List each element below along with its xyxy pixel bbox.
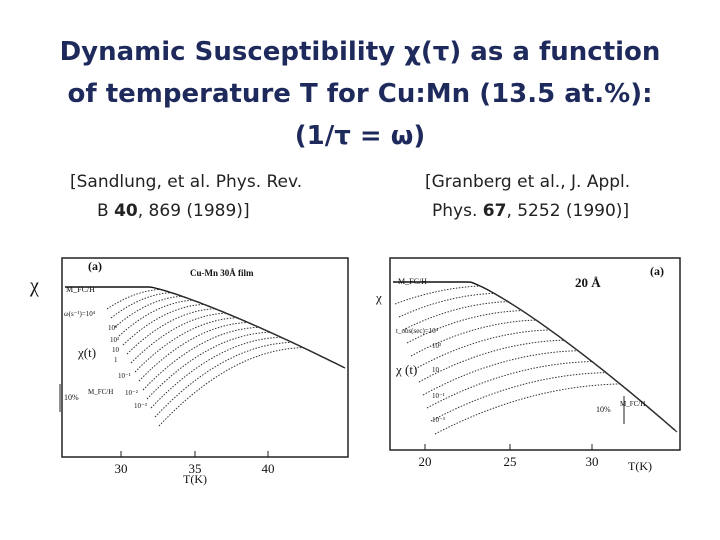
figure-label: M_FC/H — [88, 388, 113, 396]
susceptibility-curve — [130, 312, 344, 368]
figure-label: 20 Å — [575, 275, 601, 290]
susceptibility-curve — [414, 329, 677, 432]
susceptibility-curve — [402, 301, 677, 432]
figure-label: T(K) — [628, 459, 652, 473]
reference-line: Phys. 67, 5252 (1990)] — [432, 201, 629, 221]
ref-volume: 40 — [114, 201, 138, 221]
envelope-curve — [393, 281, 676, 431]
figure-label: 10⁻³ — [432, 416, 445, 424]
susceptibility-curve — [158, 347, 346, 427]
figure-label: 10⁻¹ — [118, 372, 131, 380]
figure-label: 1 — [114, 356, 118, 364]
susceptibility-curve — [110, 292, 346, 369]
reference-line: B 40, 869 (1989)] — [97, 201, 250, 221]
figure-label: 10³ — [432, 342, 441, 350]
ref-text: , 5252 (1990)] — [506, 201, 629, 221]
ref-text: Phys. — [432, 201, 483, 221]
title-line: Dynamic Susceptibility χ(τ) as a functio… — [60, 37, 661, 67]
reference-line: [Sandlung, et al. Phys. Rev. — [70, 172, 302, 192]
figure-label: 30 — [586, 454, 599, 469]
susceptibility-curve — [406, 310, 676, 431]
figure-label: t_obs(sec)=10⁴ — [396, 327, 439, 335]
susceptibility-curve — [398, 292, 678, 433]
figure-label: 35 — [189, 461, 202, 476]
figures: 30 35 40 (a) Cu-Mn 30Å film χ M_FC/H χ(t) 10% M_F… — [29, 259, 678, 486]
figure-label: M_FC/H — [620, 400, 645, 408]
figure-label: 10 — [112, 346, 120, 354]
susceptibility-curve — [422, 350, 678, 433]
figure-label: 10³ — [108, 324, 117, 332]
figure-label: 10⁻¹ — [432, 392, 445, 400]
susceptibility-curve — [154, 341, 344, 418]
figure-label: 30 — [115, 461, 128, 476]
figure-label: χ (t) — [395, 362, 417, 377]
ref-text: B — [97, 201, 114, 221]
figure-label: 10% — [64, 393, 79, 402]
envelope-curve — [65, 286, 345, 369]
figure-label: 10% — [596, 405, 611, 414]
ref-text: , 869 (1989)] — [138, 201, 250, 221]
susceptibility-curve — [150, 336, 345, 409]
figure-frame — [61, 257, 349, 458]
figure-label: Cu-Mn 30Å film — [190, 268, 254, 278]
susceptibility-curve — [418, 339, 676, 431]
susceptibility-curve — [434, 383, 678, 435]
title-line: (1/τ = ω) — [295, 121, 425, 151]
susceptibility-curve — [122, 303, 346, 369]
figure-label: 20 — [419, 454, 432, 469]
susceptibility-curve — [426, 361, 677, 432]
figure-label: T(K) — [183, 472, 207, 486]
figure-label: 40 — [262, 461, 275, 476]
figure-frame — [389, 257, 681, 451]
figure-label: χ(t) — [77, 345, 96, 360]
figure-label: 10 — [432, 366, 440, 374]
reference-line: [Granberg et al., J. Appl. — [425, 172, 630, 192]
susceptibility-curve — [430, 372, 676, 431]
susceptibility-curve — [146, 331, 346, 400]
figure-label: (a) — [650, 264, 664, 278]
figure-label: (a) — [88, 259, 102, 273]
figure-label: 10⁻³ — [134, 402, 147, 410]
figure-label: 10² — [110, 336, 119, 344]
figure-label: M_FC/H — [398, 277, 427, 286]
figure-label: 10⁻² — [125, 389, 138, 397]
figure-label: χ — [29, 275, 39, 297]
figure-label: 25 — [504, 454, 517, 469]
susceptibility-curve — [142, 326, 344, 391]
ref-volume: 67 — [483, 201, 507, 221]
title-line: of temperature T for Cu:Mn (13.5 at.%): — [68, 79, 653, 109]
figure-label: M_FC/H — [66, 285, 95, 294]
figure-label: ω(s⁻¹)=10⁴ — [64, 310, 96, 318]
figure-label: χ — [375, 290, 382, 305]
susceptibility-curve — [118, 299, 344, 368]
susceptibility-curve — [106, 288, 344, 368]
susceptibility-curve — [410, 319, 678, 433]
